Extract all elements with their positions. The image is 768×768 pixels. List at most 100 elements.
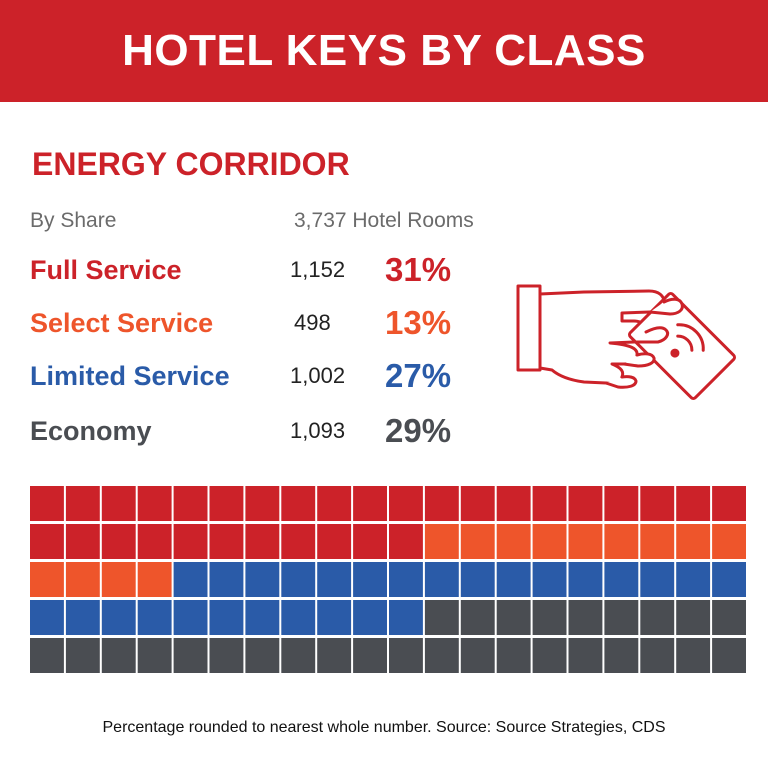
waffle-cell-economy: [712, 600, 746, 635]
legend-count: 1,002: [290, 363, 346, 388]
waffle-cell-select-service: [137, 562, 172, 597]
waffle-cell-limited-service: [245, 562, 280, 597]
waffle-cell-select-service: [101, 562, 136, 597]
waffle-cell-full-service: [137, 486, 172, 521]
waffle-cell-economy: [389, 638, 423, 673]
waffle-cell-limited-service: [173, 562, 208, 597]
waffle-cell-select-service: [65, 562, 100, 597]
waffle-cell-economy: [640, 600, 675, 635]
waffle-cell-limited-service: [676, 562, 711, 597]
waffle-cell-full-service: [65, 524, 100, 559]
waffle-cell-select-service: [424, 524, 459, 559]
waffle-cell-full-service: [30, 486, 64, 521]
waffle-cell-economy: [568, 638, 603, 673]
waffle-cell-economy: [712, 638, 746, 673]
waffle-cell-economy: [209, 638, 244, 673]
waffle-cell-limited-service: [317, 600, 352, 635]
waffle-cell-economy: [496, 600, 531, 635]
waffle-cell-limited-service: [640, 562, 675, 597]
waffle-cell-full-service: [101, 524, 136, 559]
hand-holding-keycard-icon: [514, 258, 744, 428]
legend-label: Economy: [30, 416, 152, 446]
waffle-cell-full-service: [640, 486, 675, 521]
waffle-cell-economy: [532, 638, 567, 673]
waffle-cell-economy: [640, 638, 675, 673]
waffle-cell-limited-service: [532, 562, 567, 597]
waffle-cell-full-service: [281, 524, 316, 559]
waffle-cell-full-service: [317, 524, 352, 559]
footnote: Percentage rounded to nearest whole numb…: [102, 719, 666, 736]
legend-percent: 13%: [385, 304, 452, 341]
waffle-cell-limited-service: [281, 600, 316, 635]
waffle-cell-full-service: [460, 486, 495, 521]
waffle-cell-select-service: [604, 524, 639, 559]
waffle-cell-full-service: [209, 524, 244, 559]
page-title: HOTEL KEYS BY CLASS: [122, 26, 646, 75]
legend-label: Select Service: [30, 308, 214, 338]
waffle-cell-limited-service: [65, 600, 100, 635]
waffle-cell-economy: [460, 600, 495, 635]
waffle-cell-economy: [245, 638, 280, 673]
waffle-cell-full-service: [137, 524, 172, 559]
waffle-cell-economy: [173, 638, 208, 673]
waffle-cell-full-service: [101, 486, 136, 521]
waffle-cell-limited-service: [389, 600, 423, 635]
waffle-cell-economy: [604, 600, 639, 635]
waffle-cell-limited-service: [245, 600, 280, 635]
waffle-cell-economy: [532, 600, 567, 635]
legend-percent: 31%: [385, 251, 452, 288]
waffle-cell-full-service: [712, 486, 746, 521]
waffle-cell-limited-service: [209, 562, 244, 597]
waffle-cell-limited-service: [568, 562, 603, 597]
waffle-cell-select-service: [532, 524, 567, 559]
waffle-cell-select-service: [460, 524, 495, 559]
waffle-cell-limited-service: [712, 562, 746, 597]
waffle-cell-economy: [604, 638, 639, 673]
waffle-cell-select-service: [712, 524, 746, 559]
waffle-cell-select-service: [640, 524, 675, 559]
waffle-cell-full-service: [532, 486, 567, 521]
waffle-cell-limited-service: [317, 562, 352, 597]
waffle-cell-economy: [460, 638, 495, 673]
legend-percent: 29%: [385, 412, 452, 449]
waffle-cell-full-service: [317, 486, 352, 521]
waffle-cell-full-service: [389, 524, 423, 559]
waffle-cell-economy: [676, 600, 711, 635]
waffle-cell-economy: [496, 638, 531, 673]
legend-row-limited-service: Limited Service 1,002 27%: [0, 356, 520, 396]
waffle-cell-full-service: [353, 486, 387, 521]
waffle-cell-economy: [568, 600, 603, 635]
waffle-cell-limited-service: [604, 562, 639, 597]
waffle-cell-full-service: [389, 486, 423, 521]
waffle-cell-full-service: [245, 524, 280, 559]
waffle-cell-economy: [424, 638, 459, 673]
waffle-cell-economy: [353, 638, 387, 673]
waffle-cell-limited-service: [137, 600, 172, 635]
waffle-cell-full-service: [245, 486, 280, 521]
waffle-cell-limited-service: [173, 600, 208, 635]
waffle-cell-limited-service: [353, 600, 387, 635]
waffle-cell-select-service: [568, 524, 603, 559]
waffle-cell-full-service: [173, 524, 208, 559]
share-column-header: By Share: [30, 209, 117, 232]
waffle-cell-economy: [424, 600, 459, 635]
waffle-cell-select-service: [496, 524, 531, 559]
waffle-cell-full-service: [353, 524, 387, 559]
legend-label: Full Service: [30, 255, 182, 285]
waffle-cell-economy: [101, 638, 136, 673]
waffle-cell-economy: [281, 638, 316, 673]
waffle-cell-limited-service: [30, 600, 64, 635]
legend-count: 498: [294, 310, 331, 335]
legend-count: 1,152: [290, 257, 346, 282]
waffle-cell-limited-service: [281, 562, 316, 597]
waffle-cell-full-service: [209, 486, 244, 521]
legend-percent: 27%: [385, 357, 452, 394]
title-banner: HOTEL KEYS BY CLASS: [0, 0, 768, 102]
waffle-cell-full-service: [173, 486, 208, 521]
waffle-cell-economy: [137, 638, 172, 673]
waffle-cell-economy: [676, 638, 711, 673]
waffle-cell-limited-service: [496, 562, 531, 597]
waffle-cell-full-service: [424, 486, 459, 521]
waffle-cell-select-service: [676, 524, 711, 559]
waffle-cell-limited-service: [209, 600, 244, 635]
